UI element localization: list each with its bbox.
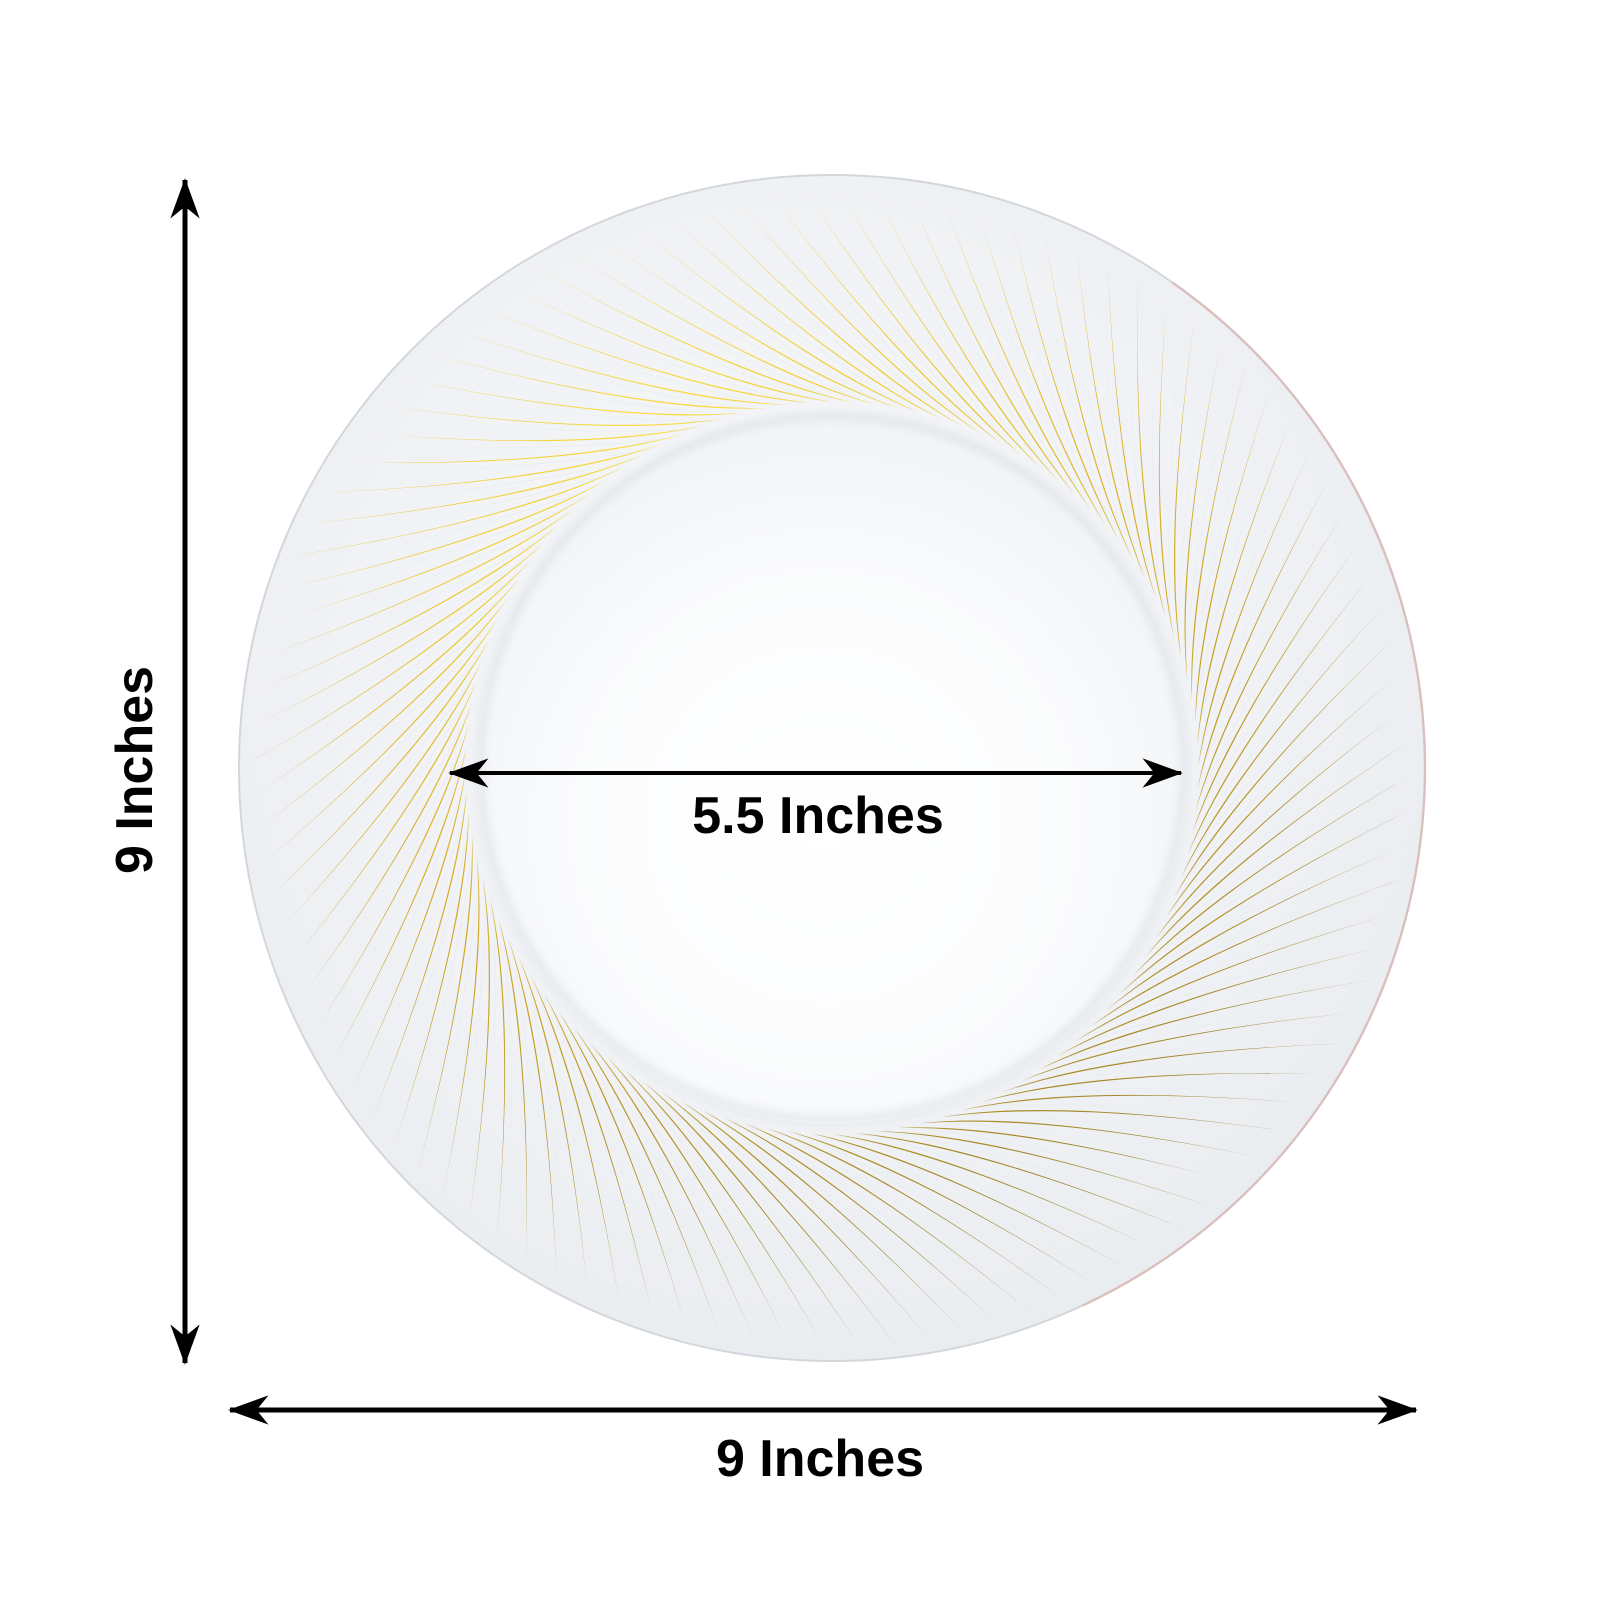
rim-gold-blade bbox=[1158, 293, 1175, 639]
rim-gold-blade bbox=[338, 434, 682, 463]
rim-gold-blade bbox=[982, 1073, 1326, 1102]
inner-diameter-dimension: 5.5 Inches bbox=[448, 758, 1183, 845]
plate bbox=[238, 174, 1427, 1362]
vertical-dimension: 9 Inches bbox=[106, 178, 200, 1365]
rim-gold-blade bbox=[498, 918, 527, 1262]
height-label: 9 Inches bbox=[106, 666, 164, 874]
rim-gold-blade bbox=[1137, 274, 1166, 618]
rim-gold-blade bbox=[489, 897, 506, 1243]
inner-diameter-label: 5.5 Inches bbox=[692, 787, 943, 845]
width-label: 9 Inches bbox=[716, 1430, 924, 1488]
rim-gold-swirl-pattern bbox=[251, 187, 1413, 1349]
rim-gold-blade bbox=[357, 425, 703, 442]
horizontal-dimension: 9 Inches bbox=[228, 1395, 1418, 1488]
plate-edge-tint bbox=[1082, 281, 1427, 1307]
rim-gold-blade bbox=[961, 1094, 1307, 1111]
